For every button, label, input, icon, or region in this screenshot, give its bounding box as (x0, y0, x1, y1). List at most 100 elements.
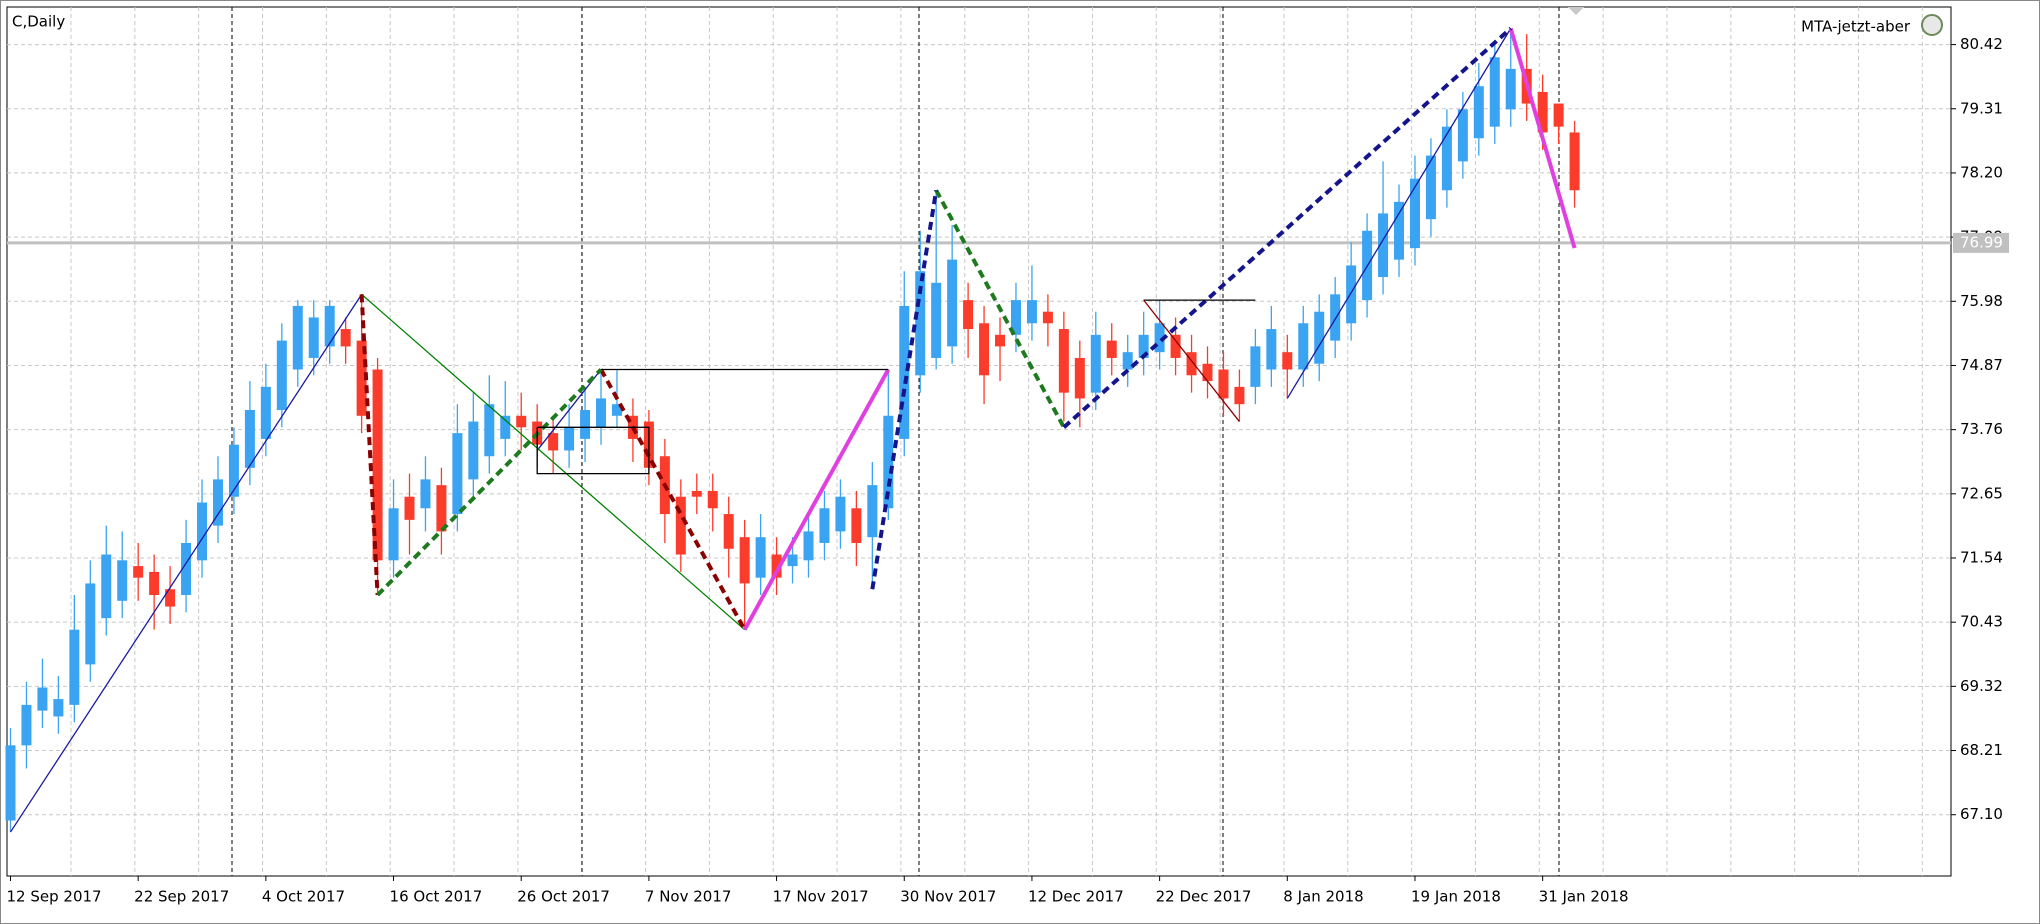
x-tick-label: 30 Nov 2017 (900, 888, 996, 906)
x-tick-label: 16 Oct 2017 (390, 888, 483, 906)
candle-body (212, 479, 223, 526)
candle-body (771, 554, 782, 578)
overlay-line (934, 189, 1066, 429)
candle-body (995, 334, 1006, 347)
x-tick-label: 8 Jan 2018 (1283, 888, 1363, 906)
candle-body (1234, 386, 1245, 405)
y-tick-label: 68.21 (1960, 741, 2003, 759)
candle-body (963, 300, 974, 330)
candle-body (723, 514, 734, 549)
candle-body (851, 508, 862, 543)
candle-body (1314, 311, 1325, 364)
x-tick-label: 4 Oct 2017 (262, 888, 345, 906)
candle-body (1346, 265, 1357, 324)
indicator-icon (1921, 14, 1943, 36)
y-tick-label: 75.98 (1960, 292, 2003, 310)
candle-body (739, 537, 750, 584)
overlay-line (870, 189, 939, 590)
x-tick-label: 12 Dec 2017 (1028, 888, 1124, 906)
candle-body (372, 369, 383, 561)
overlay-line (359, 294, 380, 596)
candle-body (979, 323, 990, 376)
y-tick-label: 67.10 (1960, 805, 2003, 823)
candle-body (1378, 213, 1389, 278)
plot-frame (6, 6, 1952, 877)
candle-body (468, 421, 479, 480)
candle-body (181, 542, 192, 596)
candle-body (835, 496, 846, 532)
overlay-line (1143, 299, 1240, 422)
candle-body (915, 271, 926, 376)
candle-body (165, 589, 176, 607)
candle-body (1090, 334, 1101, 393)
candle-body (276, 340, 287, 410)
candle-body (260, 386, 271, 439)
x-tick-label: 22 Dec 2017 (1156, 888, 1252, 906)
candle-body (340, 329, 351, 347)
candle-body (675, 496, 686, 555)
candle-body (596, 398, 607, 428)
grid (7, 7, 1951, 876)
candle-body (1425, 155, 1436, 220)
candle-body (1457, 109, 1468, 162)
candle-body (500, 415, 511, 439)
candle-body (1441, 126, 1452, 191)
period-separators (231, 7, 1560, 876)
candle-body (899, 305, 910, 439)
candle-body (388, 508, 399, 561)
candle-body (1250, 346, 1261, 387)
overlay-line (1062, 26, 1513, 429)
candle-body (1489, 57, 1500, 127)
candle-body (1170, 334, 1181, 358)
x-tick-label: 22 Sep 2017 (134, 888, 229, 906)
overlay-line (361, 293, 746, 631)
candle-body (883, 415, 894, 509)
indicator-label: MTA-jetzt-aber (1801, 18, 1911, 36)
candle-body (324, 305, 335, 347)
candle-body (564, 427, 575, 451)
candle-body (931, 282, 942, 358)
candle-body (228, 444, 239, 497)
x-tick-label: 19 Jan 2018 (1411, 888, 1501, 906)
candle-body (1266, 329, 1277, 370)
overlay-line (1508, 27, 1577, 249)
marks (5, 26, 1951, 833)
candle-body (1106, 340, 1117, 358)
candle-body (436, 485, 447, 532)
candle-body (1202, 363, 1213, 382)
candle-body (117, 560, 128, 601)
current-price-label: 76.99 (1960, 233, 2003, 251)
x-tick-label: 12 Sep 2017 (7, 888, 102, 906)
x-tick-label: 31 Jan 2018 (1539, 888, 1629, 906)
x-tick-label: 17 Nov 2017 (773, 888, 869, 906)
candle-body (1473, 86, 1484, 139)
candle-body (755, 537, 766, 578)
candle-body (611, 404, 622, 416)
candle-body (1026, 300, 1037, 324)
candle-body (85, 583, 96, 665)
candle-body (1010, 300, 1021, 335)
candle-body (37, 687, 48, 711)
y-tick-label: 80.42 (1960, 35, 2003, 53)
x-tick-label: 26 Oct 2017 (517, 888, 610, 906)
candle-body (53, 699, 64, 717)
candle-body (5, 745, 16, 821)
candle-body (947, 259, 958, 347)
candle-body (1186, 352, 1197, 376)
candle-body (1553, 103, 1564, 127)
candle-body (691, 490, 702, 497)
chart-title: C,Daily (12, 13, 65, 31)
candle-body (149, 571, 160, 596)
y-tick-label: 78.20 (1960, 163, 2003, 181)
candle-body (1122, 352, 1133, 370)
candle-body (548, 433, 559, 451)
candle-body (69, 629, 80, 705)
candle-body (1537, 91, 1548, 133)
candle-body (244, 409, 255, 468)
candle-body (452, 433, 463, 515)
candle-body (197, 502, 208, 561)
candle-body (420, 479, 431, 509)
candle-body (803, 531, 814, 561)
y-tick-label: 72.65 (1960, 484, 2003, 502)
